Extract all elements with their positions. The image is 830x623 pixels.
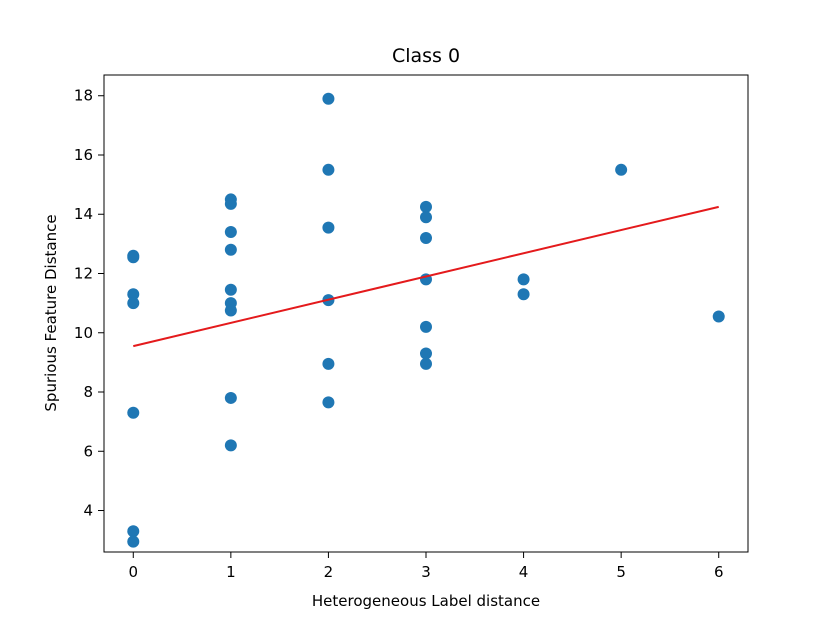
scatter-point [224,304,237,317]
scatter-point [127,525,140,538]
scatter-point [420,357,432,370]
scatter-point [420,211,432,224]
scatter-point [127,297,140,310]
y-tick-label: 6 [83,442,93,460]
x-tick-label: 0 [128,563,138,581]
y-tick-label: 4 [83,502,93,520]
scatter-point [224,226,237,239]
scatter-point [127,288,140,301]
x-tick-label: 3 [421,563,431,581]
y-tick-label: 8 [83,383,93,401]
scatter-point [322,92,335,105]
scatter-point [224,197,237,210]
scatter-point [322,396,335,409]
scatter-point [127,535,140,548]
scatter-point [224,391,237,404]
y-tick-label: 16 [74,146,93,164]
scatter-point [322,163,335,176]
chart-title: Class 0 [392,45,460,67]
scatter-point [517,288,530,301]
scatter-point [127,406,140,419]
y-tick-label: 12 [74,265,93,283]
scatter-point [224,243,237,256]
trend-lines [133,205,719,348]
scatter-point [322,357,335,370]
regression-line [133,205,719,348]
scatter-point [322,221,335,234]
scatter-point [420,200,432,213]
y-tick-label: 10 [74,324,93,342]
x-tick-label: 2 [324,563,334,581]
y-tick-label: 14 [74,205,93,223]
x-tick-label: 1 [226,563,236,581]
plot-frame [103,74,749,553]
scatter-point [420,320,432,333]
x-axis-label: Heterogeneous Label distance [312,592,540,610]
scatter-point [517,273,530,286]
scatter-point [420,347,432,360]
x-tick-label: 6 [714,563,724,581]
y-axis-ticks: 4 6 8 10 12 14 16 18 [74,87,104,520]
scatter-point [712,310,725,323]
y-tick-label: 18 [74,87,93,105]
plot-background [104,75,748,552]
scatter-point [127,251,140,264]
scatter-point [224,283,237,296]
x-axis-ticks: 0 1 2 3 4 5 6 [128,552,724,581]
scatter-point [224,439,237,452]
scatter-point [615,163,628,176]
scatter-point [420,231,432,244]
y-axis-label: Spurious Feature Distance [42,214,60,411]
x-tick-label: 4 [519,563,529,581]
x-tick-label: 5 [616,563,626,581]
